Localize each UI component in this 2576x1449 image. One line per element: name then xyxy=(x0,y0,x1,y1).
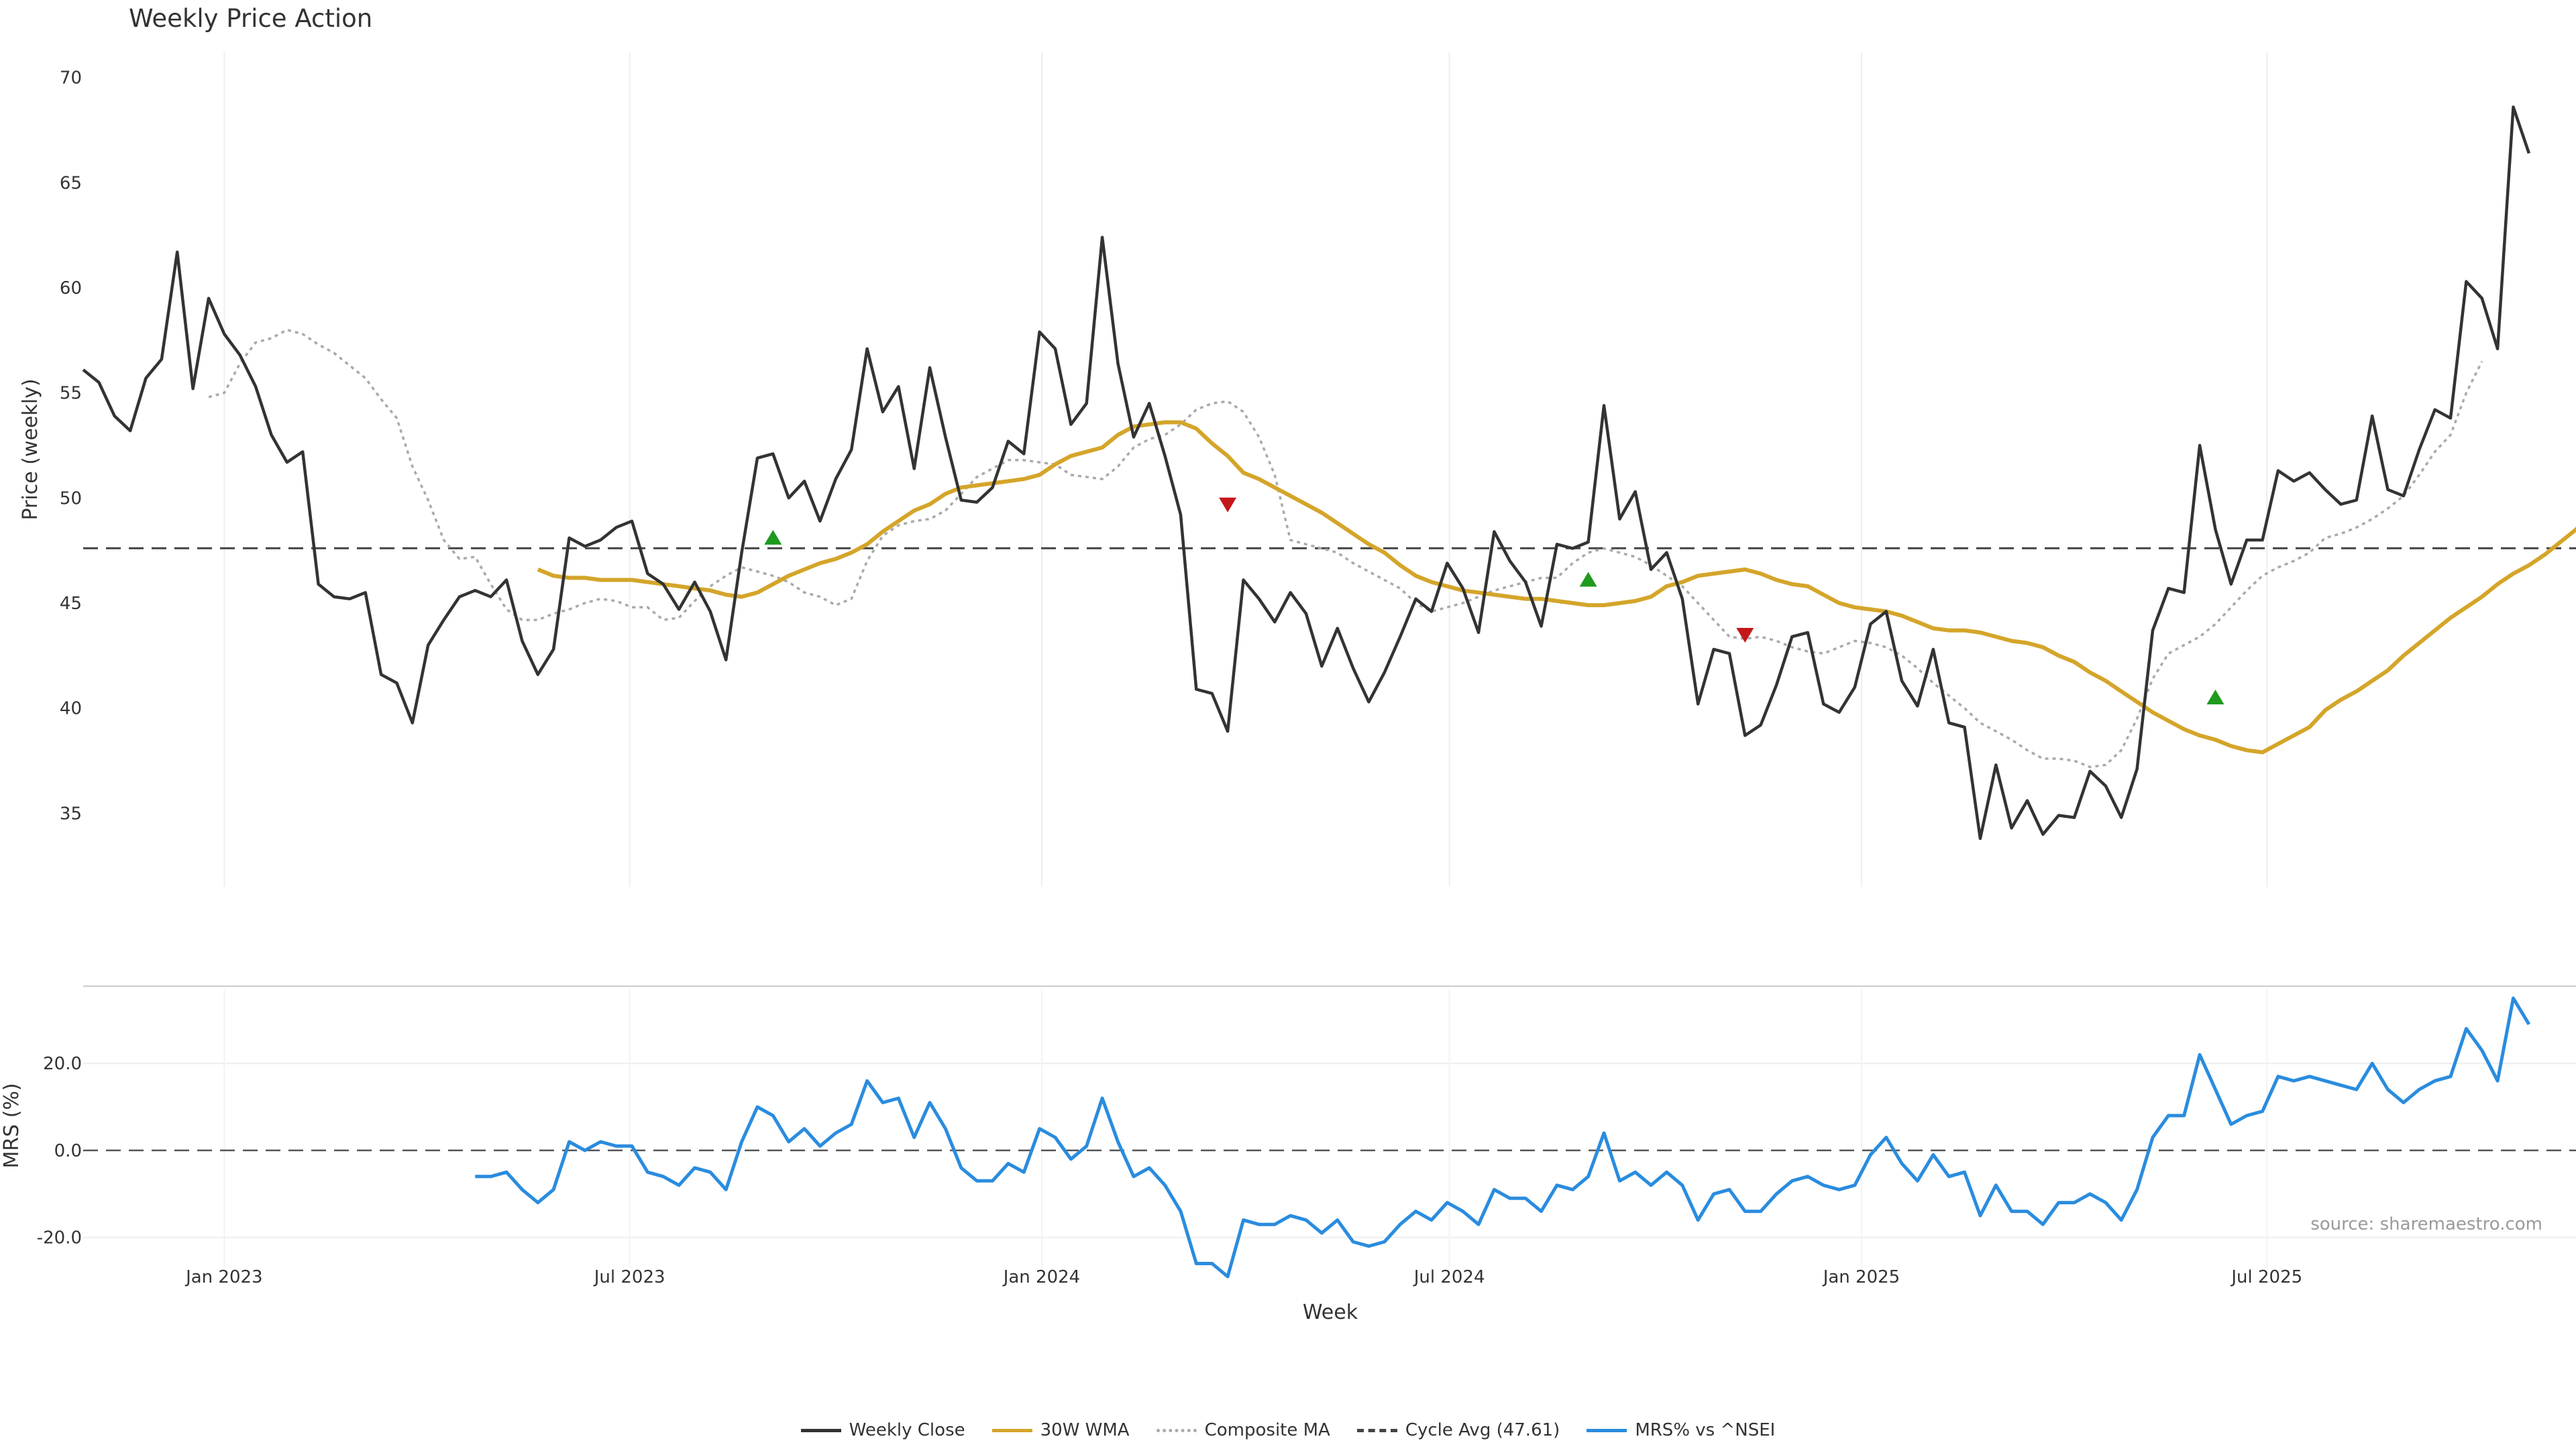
legend-swatch xyxy=(800,1428,841,1432)
source-note: source: sharemaestro.com xyxy=(2310,1214,2542,1234)
legend-item: MRS% vs ^NSEI xyxy=(1587,1420,1775,1440)
price-y-tick: 65 xyxy=(60,173,82,193)
mrs-y-tick: -20.0 xyxy=(37,1228,82,1248)
mrs-y-tick: 0.0 xyxy=(54,1141,82,1161)
x-tick-label: Jan 2023 xyxy=(184,1267,263,1287)
signal-markers xyxy=(764,497,2224,704)
legend-item: Composite MA xyxy=(1156,1420,1330,1440)
price-y-axis-label: Price (weekly) xyxy=(19,378,42,520)
sell-signal-marker xyxy=(1736,628,1754,643)
price-y-tick: 60 xyxy=(60,278,82,299)
legend-item: Cycle Avg (47.61) xyxy=(1356,1420,1560,1440)
price-y-tick: 70 xyxy=(60,68,82,89)
x-tick-label: Jul 2023 xyxy=(593,1267,665,1287)
weekly-close-line xyxy=(82,105,2531,841)
legend-swatch xyxy=(1156,1428,1197,1432)
price-y-tick: 55 xyxy=(60,384,82,404)
price-panel-grid xyxy=(223,52,2268,887)
chart-title: Weekly Price Action xyxy=(129,4,372,33)
x-tick-label: Jan 2024 xyxy=(1002,1267,1081,1287)
price-y-tick: 45 xyxy=(60,594,82,614)
sell-signal-marker xyxy=(1219,497,1237,513)
buy-signal-marker xyxy=(764,529,782,545)
legend-label: 30W WMA xyxy=(1040,1420,1130,1440)
composite-ma-line xyxy=(208,328,2483,769)
wma-30w-line xyxy=(537,420,2576,755)
price-y-tick: 40 xyxy=(60,699,82,719)
price-y-tick: 50 xyxy=(60,488,82,508)
legend-label: Cycle Avg (47.61) xyxy=(1405,1420,1560,1440)
mrs-line xyxy=(475,996,2531,1279)
buy-signal-marker xyxy=(1579,572,1597,587)
legend-swatch xyxy=(991,1428,1032,1432)
price-series xyxy=(82,105,2576,841)
x-tick-label: Jul 2025 xyxy=(2230,1267,2302,1287)
price-y-tick: 35 xyxy=(60,804,82,824)
legend-item: 30W WMA xyxy=(991,1420,1130,1440)
legend-label: Composite MA xyxy=(1204,1420,1330,1440)
mrs-y-axis-label: MRS (%) xyxy=(0,1083,23,1168)
legend-item: Weekly Close xyxy=(800,1420,965,1440)
mrs-y-tick: 20.0 xyxy=(43,1054,82,1074)
buy-signal-marker xyxy=(2206,690,2224,704)
legend-swatch xyxy=(1587,1428,1627,1432)
mrs-panel-grid xyxy=(83,989,2576,1268)
chart-legend: Weekly Close 30W WMA Composite MA Cycle Avg… xyxy=(0,1417,2576,1444)
legend-label: MRS% vs ^NSEI xyxy=(1635,1420,1776,1440)
legend-swatch xyxy=(1356,1428,1397,1432)
x-tick-label: Jul 2024 xyxy=(1413,1267,1485,1287)
legend-label: Weekly Close xyxy=(849,1420,965,1440)
mrs-series xyxy=(475,996,2531,1279)
x-tick-labels: Jan 2023 Jul 2023 Jan 2024 Jul 2024 Jan 2025… xyxy=(184,1267,2302,1287)
x-tick-label: Jan 2025 xyxy=(1822,1267,1900,1287)
x-axis-label: Week xyxy=(1303,1301,1358,1324)
mrs-y-ticks: 20.0 0.0 -20.0 xyxy=(37,1054,82,1248)
price-y-ticks: 35 40 45 50 55 60 65 70 xyxy=(60,68,82,824)
